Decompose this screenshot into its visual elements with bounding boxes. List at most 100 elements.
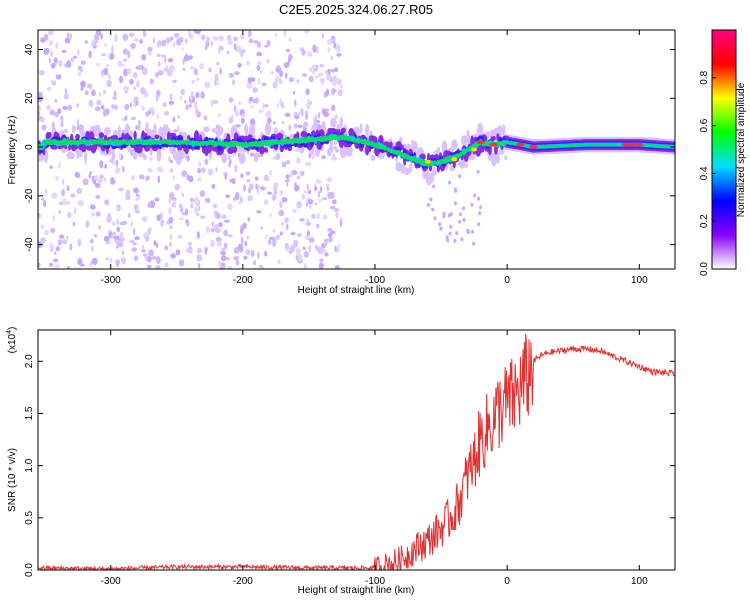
noise-dot bbox=[256, 65, 261, 71]
noise-dot bbox=[333, 141, 338, 145]
noise-dot bbox=[453, 187, 457, 192]
noise-dot bbox=[155, 243, 159, 248]
noise-dot bbox=[154, 72, 160, 77]
noise-dot bbox=[145, 175, 150, 181]
noise-dot bbox=[200, 215, 206, 219]
noise-dot bbox=[296, 201, 302, 209]
noise-dot bbox=[215, 167, 218, 172]
noise-dot bbox=[187, 245, 193, 254]
noise-dot bbox=[266, 117, 272, 124]
noise-dot bbox=[330, 55, 334, 60]
band-blob bbox=[389, 141, 393, 149]
noise-dot bbox=[303, 190, 307, 194]
noise-dot bbox=[77, 200, 84, 207]
noise-dot bbox=[323, 241, 328, 246]
noise-dot bbox=[156, 214, 161, 222]
band-hotspot bbox=[471, 147, 478, 152]
noise-dot bbox=[156, 40, 162, 48]
band-blob bbox=[403, 167, 410, 176]
noise-dot bbox=[188, 175, 194, 183]
spectrogram-x-label: Height of straight line (km) bbox=[298, 285, 415, 296]
noise-dot bbox=[43, 47, 50, 55]
noise-dot bbox=[261, 82, 267, 87]
noise-dot bbox=[66, 60, 72, 68]
noise-dot bbox=[308, 244, 312, 253]
noise-dot bbox=[246, 81, 253, 89]
noise-dot bbox=[198, 160, 202, 168]
noise-dot bbox=[100, 105, 105, 110]
noise-dot bbox=[442, 214, 446, 219]
noise-dot bbox=[321, 197, 328, 201]
noise-dot bbox=[235, 124, 241, 128]
band-blob bbox=[454, 153, 461, 158]
y-tick-label: 20 bbox=[24, 92, 35, 104]
noise-dot bbox=[311, 213, 316, 219]
noise-dot bbox=[297, 124, 303, 128]
band-blob bbox=[402, 153, 407, 159]
noise-dot bbox=[240, 51, 244, 58]
noise-dot bbox=[131, 175, 135, 181]
noise-dot bbox=[274, 75, 280, 83]
noise-dot bbox=[161, 39, 167, 47]
band-blob bbox=[382, 145, 387, 151]
noise-dot bbox=[305, 102, 311, 110]
band-blob bbox=[333, 135, 338, 141]
noise-dot bbox=[88, 173, 92, 179]
band-blob bbox=[313, 137, 318, 142]
noise-dot bbox=[77, 48, 80, 57]
band-blob bbox=[220, 141, 226, 147]
noise-dot bbox=[331, 79, 337, 87]
band-blob bbox=[264, 147, 268, 153]
noise-dot bbox=[104, 199, 109, 206]
noise-dot bbox=[196, 231, 200, 239]
noise-dot bbox=[193, 101, 198, 109]
noise-dot bbox=[281, 221, 284, 226]
band-blob bbox=[39, 144, 44, 149]
noise-dot bbox=[238, 200, 242, 205]
noise-dot bbox=[240, 33, 245, 40]
noise-dot bbox=[169, 36, 174, 41]
band-blob bbox=[146, 128, 152, 135]
noise-dot bbox=[438, 222, 442, 227]
noise-dot bbox=[88, 50, 92, 59]
band-blob bbox=[72, 139, 77, 146]
noise-dot bbox=[220, 266, 226, 269]
noise-dot bbox=[156, 53, 161, 58]
noise-dot bbox=[207, 168, 214, 176]
noise-dot bbox=[210, 40, 213, 47]
band-blob bbox=[412, 157, 417, 162]
band-blob bbox=[72, 125, 76, 134]
noise-dot bbox=[165, 37, 171, 44]
noise-dot bbox=[66, 235, 69, 240]
noise-dot bbox=[141, 67, 148, 76]
noise-dot bbox=[284, 179, 291, 183]
noise-dot bbox=[170, 253, 176, 259]
noise-dot bbox=[462, 206, 466, 211]
noise-dot bbox=[288, 172, 294, 177]
band-blob bbox=[260, 140, 265, 146]
noise-dot bbox=[237, 243, 243, 251]
band-hotspot bbox=[635, 142, 644, 147]
noise-dot bbox=[180, 88, 185, 96]
noise-dot bbox=[49, 109, 56, 116]
noise-dot bbox=[270, 71, 275, 75]
noise-dot bbox=[177, 125, 180, 131]
noise-dot bbox=[272, 81, 278, 89]
noise-dot bbox=[183, 54, 190, 62]
colorbar: 0.0 0.2 0.4 0.6 0.8 Normalized spectral ampl… bbox=[699, 29, 747, 276]
noise-dot bbox=[269, 213, 272, 217]
noise-dot bbox=[250, 105, 254, 109]
noise-dot bbox=[110, 257, 113, 264]
noise-dot bbox=[64, 87, 68, 95]
noise-dot bbox=[97, 178, 103, 184]
noise-dot bbox=[218, 35, 225, 41]
noise-dot bbox=[132, 227, 136, 236]
noise-dot bbox=[293, 239, 299, 248]
noise-dot bbox=[287, 58, 291, 64]
noise-dot bbox=[119, 152, 122, 160]
noise-dot bbox=[177, 115, 180, 119]
band-hotspot bbox=[424, 159, 431, 164]
noise-dot bbox=[72, 221, 76, 227]
noise-dot bbox=[133, 187, 139, 194]
noise-dot bbox=[299, 218, 305, 222]
